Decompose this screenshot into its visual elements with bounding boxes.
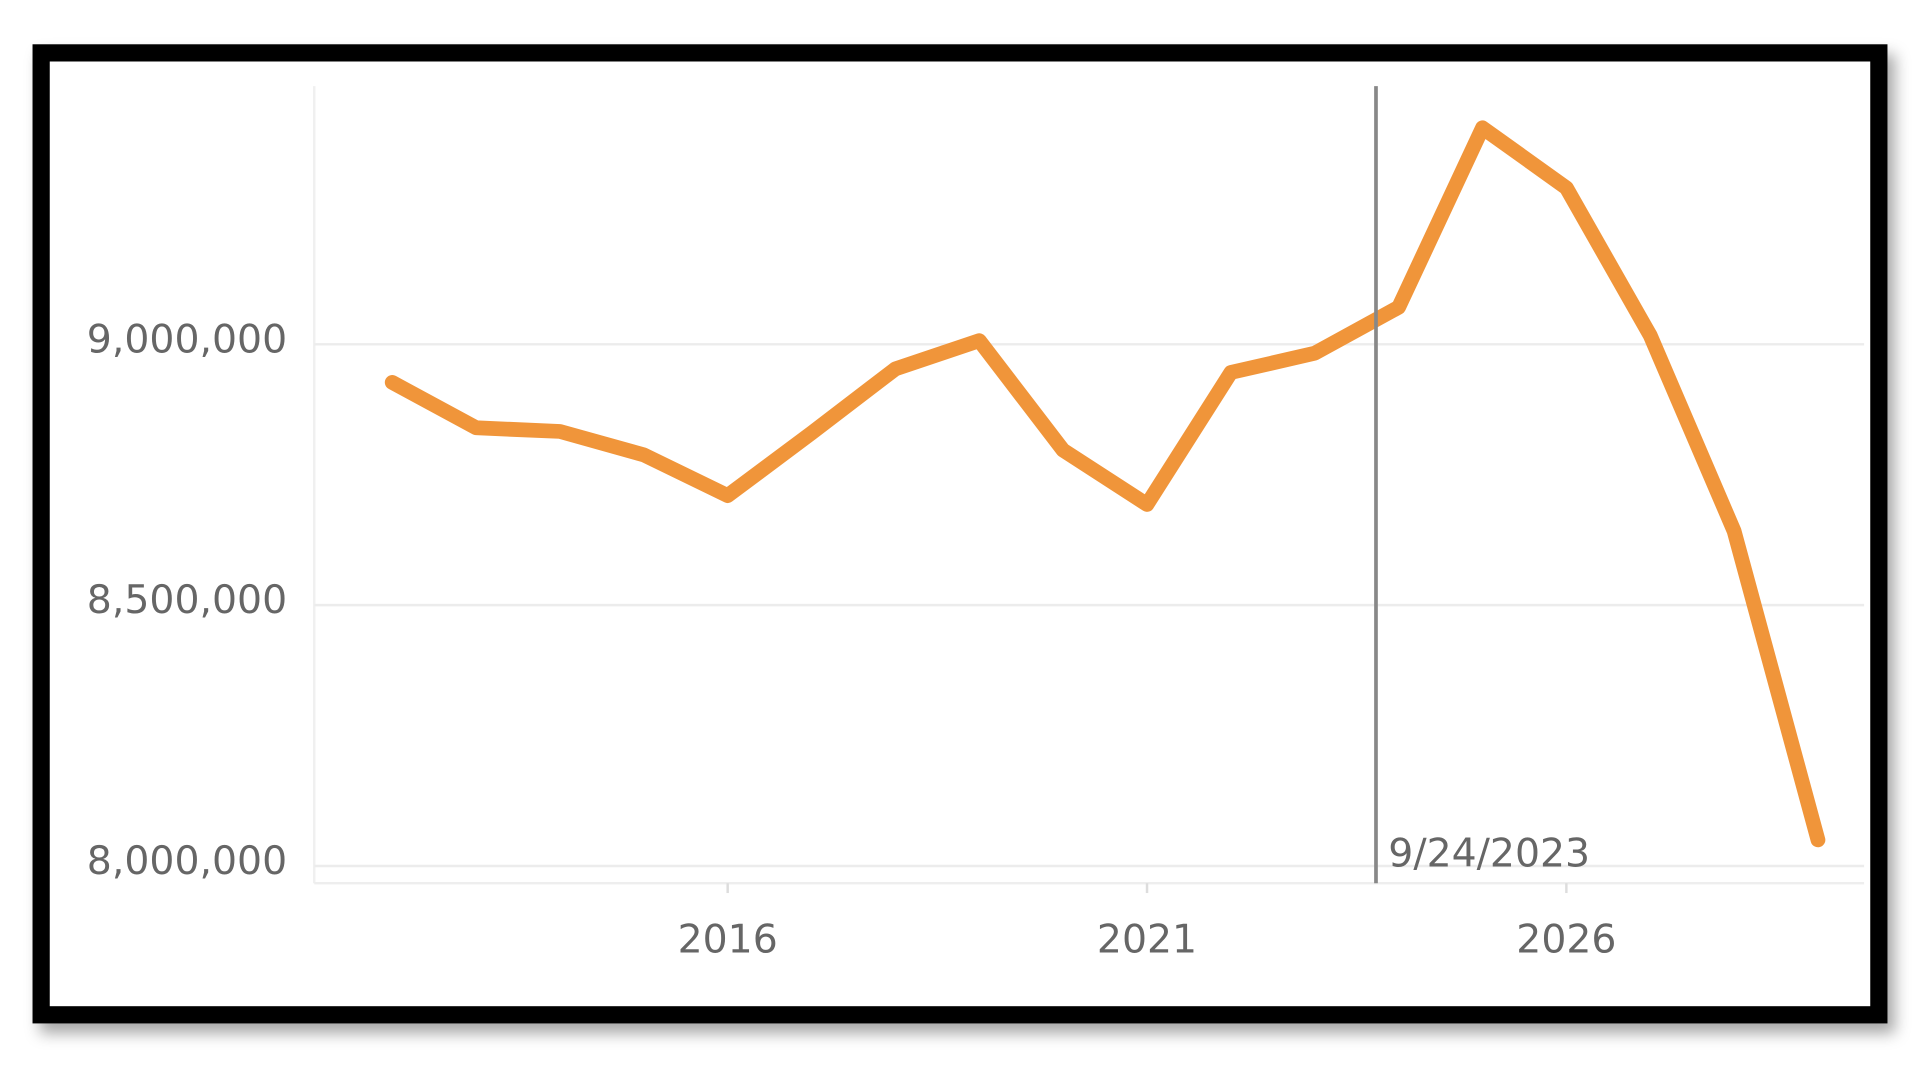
- y-tick-label: 9,000,000: [87, 316, 287, 362]
- x-tick-label: 2021: [1097, 917, 1197, 963]
- x-tick-label: 2016: [678, 917, 778, 963]
- reference-label: 9/24/2023: [1388, 831, 1590, 877]
- plot-area: 8,000,000 8,500,000 9,000,000 2016 2021 2026 9…: [87, 86, 1865, 963]
- y-tick-label: 8,000,000: [87, 838, 287, 884]
- x-tick-label: 2026: [1516, 917, 1616, 963]
- data-line: [384, 120, 1826, 848]
- frame: [32, 44, 1888, 1024]
- y-tick-label: 8,500,000: [87, 577, 287, 623]
